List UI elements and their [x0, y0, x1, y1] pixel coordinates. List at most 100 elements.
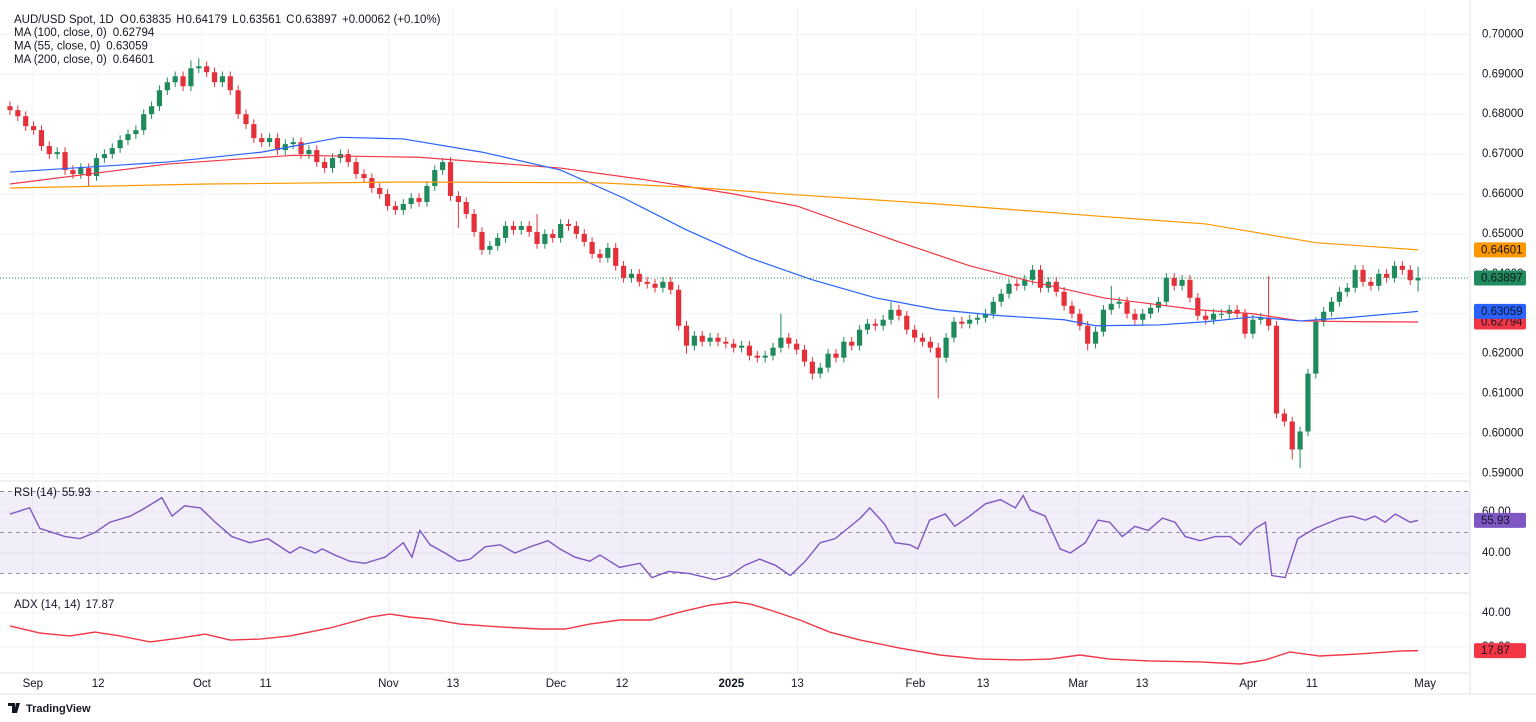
- candle-body: [644, 281, 650, 284]
- candle-body: [565, 223, 572, 226]
- candle-body: [990, 301, 996, 314]
- candle-body: [15, 110, 21, 117]
- candle-body: [38, 130, 45, 147]
- candle-body: [1069, 305, 1075, 314]
- candle-body: [1037, 269, 1044, 288]
- candle-body: [274, 138, 281, 151]
- candle-body: [1171, 277, 1177, 286]
- candle-body: [746, 345, 753, 356]
- candle-body: [290, 142, 296, 145]
- candle-body: [856, 329, 863, 346]
- candle-body: [345, 154, 351, 163]
- candle-body: [998, 293, 1004, 302]
- candle-body: [526, 225, 532, 232]
- x-tick-label: 12: [616, 678, 629, 690]
- y-tick-label: 40.00: [1482, 607, 1511, 619]
- candle-body: [1132, 313, 1138, 320]
- candle-body: [62, 152, 68, 171]
- candle-body: [46, 146, 52, 155]
- candle-body: [1124, 301, 1130, 314]
- candle-body: [353, 162, 359, 175]
- candle-body: [1100, 309, 1107, 332]
- candle-body: [1085, 325, 1091, 344]
- candle-body: [1407, 269, 1413, 281]
- candle-body: [7, 106, 13, 111]
- candle-body: [1148, 307, 1154, 314]
- candle-body: [1399, 265, 1405, 270]
- x-tick-label: 13: [446, 678, 459, 690]
- candle-body: [864, 323, 871, 330]
- indicator-line: [9, 601, 1419, 665]
- candle-body: [109, 148, 115, 155]
- candle-body: [982, 313, 989, 318]
- x-tick-label: 12: [92, 678, 105, 690]
- candle-body: [361, 174, 367, 179]
- price-badge-label: 0.63059: [1481, 306, 1523, 318]
- y-tick-label: 40.00: [1482, 547, 1511, 559]
- candle-body: [125, 134, 131, 141]
- candle-body: [896, 309, 902, 316]
- logo: [8, 703, 20, 713]
- indicator-title: ADX (14, 14): [14, 599, 81, 611]
- candle-body: [141, 114, 147, 131]
- ohlc-value: 0.64179: [186, 14, 228, 26]
- candle-body: [762, 355, 768, 358]
- candle-body: [1368, 281, 1374, 286]
- price-badge-label: 17.87: [1481, 645, 1510, 657]
- candle-body: [502, 225, 509, 238]
- candle-body: [510, 225, 517, 230]
- candle-body: [676, 289, 682, 326]
- candle-body: [786, 337, 792, 344]
- chart-title: AUD/USD Spot, 1D: [14, 14, 114, 26]
- candle-body: [573, 225, 579, 234]
- labels: Sep 12 Oct 11 Nov 13 Dec 12 2025 13 Feb 13 Mar 13 Apr 1…: [14, 14, 1524, 690]
- candle-body: [117, 140, 123, 149]
- candle-body: [880, 319, 886, 326]
- ohlc-letter: C: [286, 14, 294, 26]
- candle-body: [935, 347, 941, 358]
- candle-body: [392, 205, 399, 210]
- candle-body: [581, 233, 587, 242]
- candle-body: [738, 345, 745, 348]
- candle-body: [801, 349, 808, 362]
- moving-average-line: [9, 136, 1419, 327]
- x-tick-label: Apr: [1239, 678, 1257, 690]
- candle-body: [495, 237, 501, 246]
- candle-body: [778, 337, 784, 348]
- indicator-title: RSI (14): [14, 487, 57, 499]
- candle-body: [1163, 277, 1169, 302]
- panel-frame: [0, 0, 1536, 695]
- candle-body: [1336, 291, 1343, 302]
- candle-body: [849, 341, 855, 346]
- candle-body: [660, 281, 666, 288]
- candle-body: [707, 337, 713, 342]
- candle-body: [558, 223, 564, 238]
- candle-body: [731, 343, 737, 348]
- candle-body: [101, 154, 107, 159]
- candle-body: [1218, 313, 1225, 315]
- candle-body: [825, 353, 831, 368]
- x-tick-label: 11: [1306, 678, 1318, 690]
- candle-body: [164, 82, 170, 91]
- candle-body: [322, 162, 328, 169]
- candle-body: [70, 170, 76, 175]
- x-tick-label: Feb: [906, 678, 926, 690]
- candle-body: [306, 150, 312, 155]
- candle-body: [817, 367, 823, 374]
- price-badge-label: 55.93: [1481, 515, 1510, 527]
- candle-body: [1289, 421, 1295, 450]
- candle-body: [1030, 269, 1036, 280]
- marks: [0, 58, 1470, 665]
- candle-body: [471, 213, 477, 232]
- candle-body: [518, 225, 524, 230]
- candle-body: [455, 196, 461, 202]
- grid: [0, 8, 1470, 673]
- candle-body: [620, 265, 627, 278]
- candle-body: [235, 90, 241, 115]
- x-tick-label: 13: [791, 678, 804, 690]
- candle-body: [833, 353, 839, 358]
- candle-body: [628, 273, 635, 278]
- candle-body: [416, 197, 422, 202]
- candle-body: [723, 341, 729, 344]
